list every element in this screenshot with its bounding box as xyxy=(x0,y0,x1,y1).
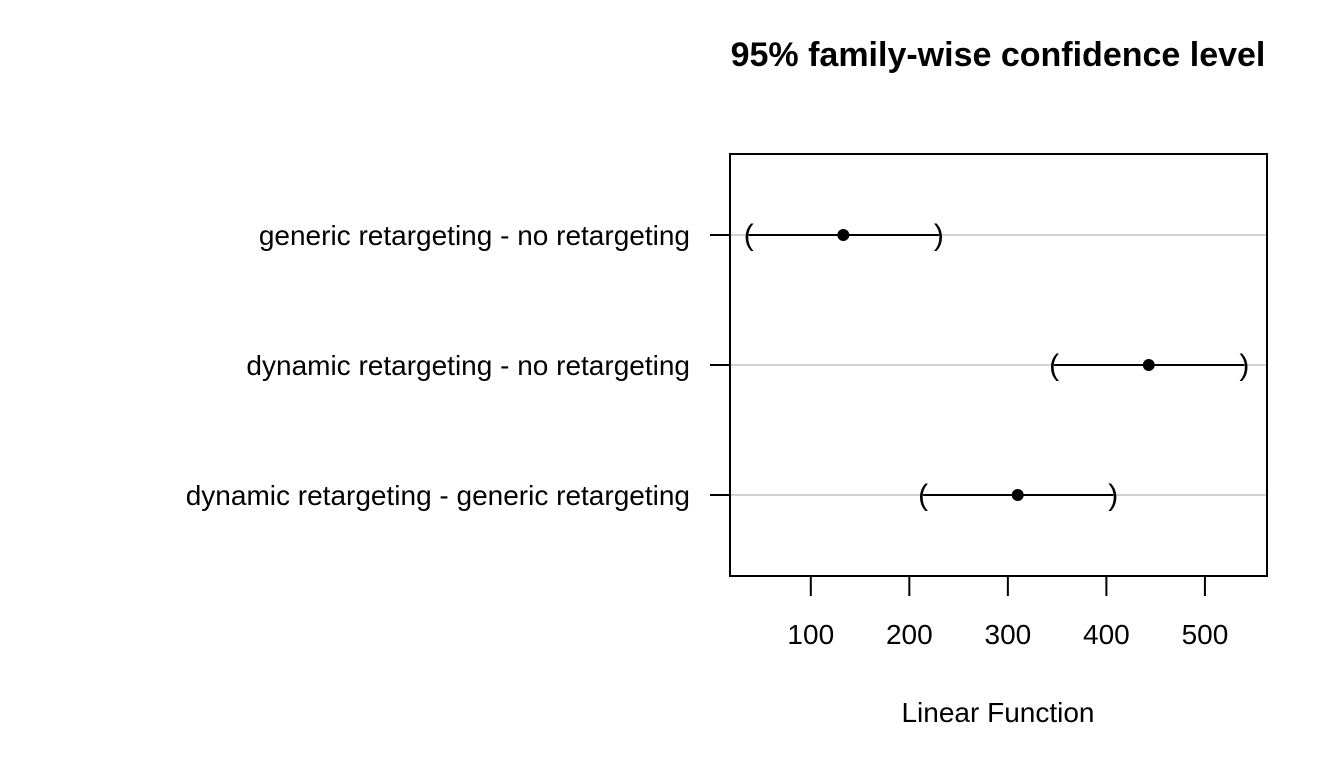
estimate-point xyxy=(1011,489,1024,501)
y-axis: generic retargeting - no retargeting dyna… xyxy=(186,220,730,511)
x-tick-label: 100 xyxy=(787,619,834,650)
x-axis: 100 200 300 400 500 xyxy=(787,576,1228,650)
interval-lower-bracket: ( xyxy=(744,219,754,252)
chart-title: 95% family-wise confidence level xyxy=(731,36,1266,74)
interval-lower-bracket: ( xyxy=(918,479,928,512)
interval-upper-bracket: ) xyxy=(1108,479,1118,512)
interval-upper-bracket: ) xyxy=(1239,349,1249,382)
estimate-point xyxy=(1142,359,1155,371)
confidence-intervals: () () () xyxy=(744,219,1250,512)
x-axis-label: Linear Function xyxy=(901,697,1094,728)
interval-lower-bracket: ( xyxy=(1049,349,1059,382)
estimate-point xyxy=(837,229,850,241)
x-tick-label: 200 xyxy=(886,619,933,650)
y-tick-label: dynamic retargeting - generic retargetin… xyxy=(186,480,690,511)
interval-upper-bracket: ) xyxy=(934,219,944,252)
x-tick-label: 400 xyxy=(1083,619,1130,650)
y-tick-label: dynamic retargeting - no retargeting xyxy=(246,350,690,381)
y-tick-label: generic retargeting - no retargeting xyxy=(259,220,690,251)
x-tick-label: 300 xyxy=(985,619,1032,650)
x-tick-label: 500 xyxy=(1182,619,1229,650)
